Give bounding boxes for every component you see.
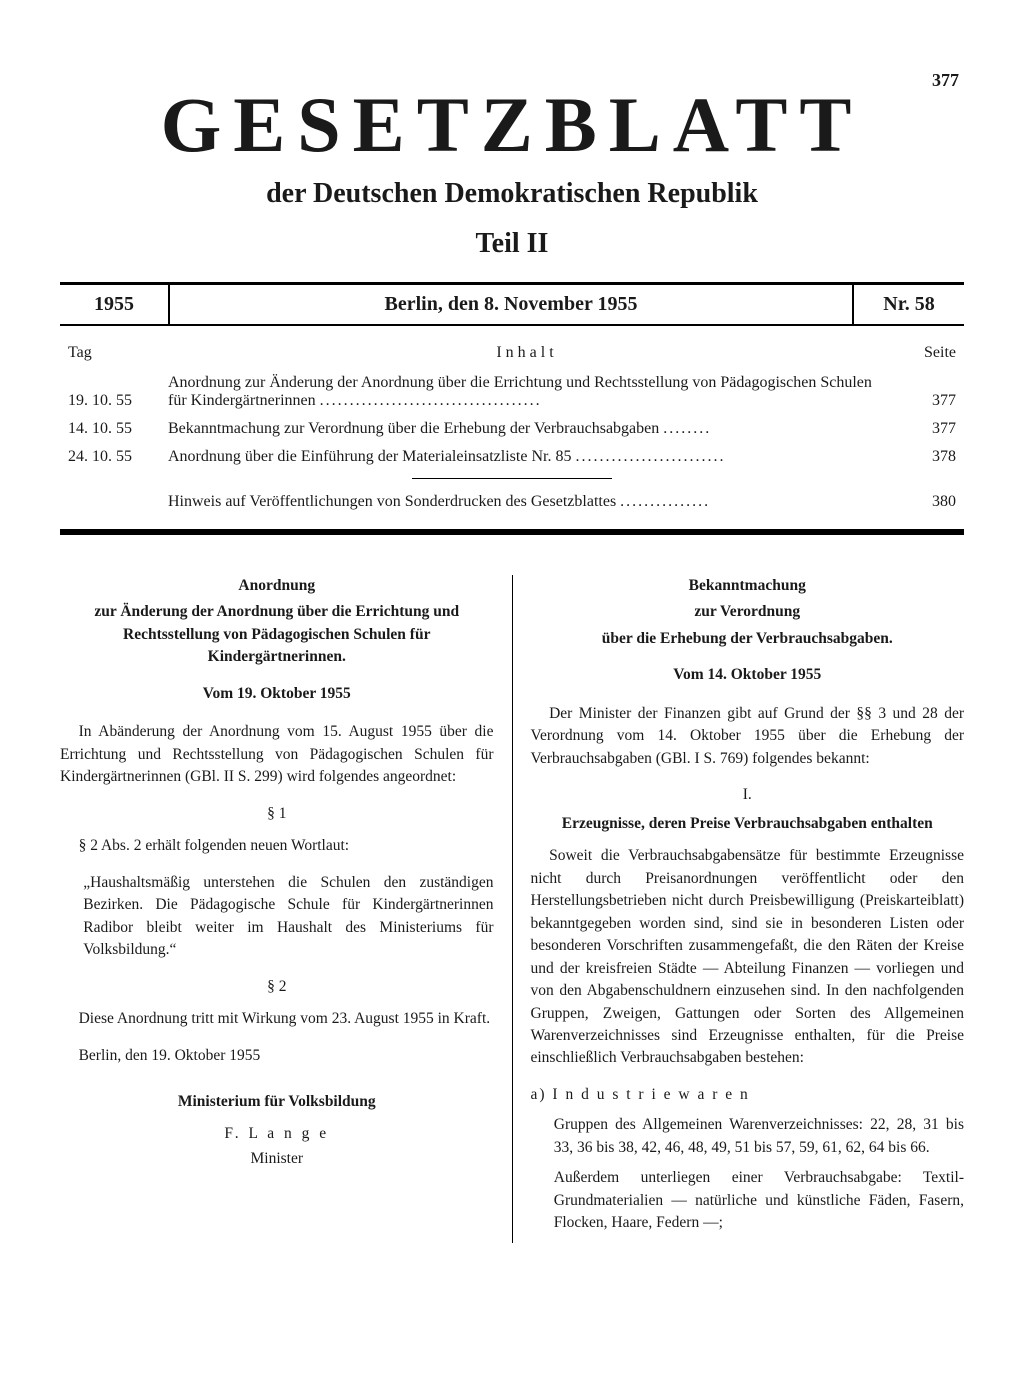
toc-page: 378 (886, 448, 956, 466)
left-date: Vom 19. Oktober 1955 (60, 683, 494, 705)
section-2-text: Diese Anordnung tritt mit Wirkung vom 23… (60, 1008, 494, 1030)
right-title-3: über die Erhebung der Verbrauchsabgaben. (531, 628, 965, 650)
toc-row: 24. 10. 55 Anordnung über die Einführung… (68, 448, 956, 466)
section-1-text: § 2 Abs. 2 erhält folgenden neuen Wortla… (60, 835, 494, 857)
toc-page: 377 (886, 420, 956, 438)
right-title-2: zur Verordnung (531, 601, 965, 623)
toc-page: 377 (886, 392, 956, 410)
toc-header-date: Tag (68, 344, 168, 362)
toc-title: Bekanntmachung zur Verordnung über die E… (168, 420, 886, 438)
main-title: GESETZBLATT (60, 80, 964, 170)
toc-title: Anordnung zur Änderung der Anordnung übe… (168, 374, 886, 410)
toc-title: Anordnung über die Einführung der Materi… (168, 448, 886, 466)
left-title-2: zur Änderung der Anordnung über die Erri… (60, 601, 494, 668)
toc-title-text: Hinweis auf Veröffentlichungen von Sonde… (168, 493, 616, 510)
table-of-contents: Tag Inhalt Seite 19. 10. 55 Anordnung zu… (60, 344, 964, 511)
page-number: 377 (932, 70, 959, 91)
left-column: Anordnung zur Änderung der Anordnung übe… (60, 575, 513, 1243)
list-item-a-2: Außerdem unterliegen einer Verbrauchsabg… (554, 1167, 964, 1234)
toc-page: 380 (886, 493, 956, 511)
toc-dots: ........ (663, 420, 711, 437)
toc-dots: ............... (620, 493, 710, 510)
toc-title-text: Bekanntmachung zur Verordnung über die E… (168, 420, 659, 437)
ministry-name: Ministerium für Volksbildung (60, 1091, 494, 1113)
signer-name: F. L a n g e (60, 1123, 494, 1145)
toc-date: 24. 10. 55 (68, 448, 168, 466)
right-body: Soweit die Verbrauchsabgabensätze für be… (531, 845, 965, 1070)
signer-title: Minister (60, 1148, 494, 1170)
left-title-1: Anordnung (60, 575, 494, 597)
subtitle: der Deutschen Demokratischen Republik (60, 178, 964, 210)
toc-title-text: Anordnung über die Einführung der Materi… (168, 448, 571, 465)
body-columns: Anordnung zur Änderung der Anordnung übe… (60, 575, 964, 1243)
header-bar: 1955 Berlin, den 8. November 1955 Nr. 58 (60, 282, 964, 326)
toc-row: 14. 10. 55 Bekanntmachung zur Verordnung… (68, 420, 956, 438)
right-title-1: Bekanntmachung (531, 575, 965, 597)
toc-divider (412, 478, 612, 479)
toc-header: Tag Inhalt Seite (68, 344, 956, 362)
toc-row: 19. 10. 55 Anordnung zur Änderung der An… (68, 374, 956, 410)
toc-date: 14. 10. 55 (68, 420, 168, 438)
roman-1: I. (531, 784, 965, 806)
left-intro: In Abänderung der Anordnung vom 15. Augu… (60, 721, 494, 788)
part-label: Teil II (60, 228, 964, 260)
header-issue-nr: Nr. 58 (854, 285, 964, 324)
toc-title: Hinweis auf Veröffentlichungen von Sonde… (168, 493, 886, 511)
toc-dots: ......................... (575, 448, 725, 465)
thick-divider (60, 529, 964, 535)
toc-dots: ..................................... (320, 392, 542, 409)
header-date: Berlin, den 8. November 1955 (170, 285, 854, 324)
right-column: Bekanntmachung zur Verordnung über die E… (513, 575, 965, 1243)
signature-block: Ministerium für Volksbildung F. L a n g … (60, 1091, 494, 1170)
section-1-mark: § 1 (60, 803, 494, 825)
toc-date: 19. 10. 55 (68, 392, 168, 410)
toc-header-title: Inhalt (168, 344, 886, 362)
list-item-a-1: Gruppen des Allgemeinen Warenverzeichnis… (554, 1114, 964, 1159)
toc-header-page: Seite (886, 344, 956, 362)
list-item-a: a) I n d u s t r i e w a r e n (531, 1084, 965, 1106)
right-date: Vom 14. Oktober 1955 (531, 664, 965, 686)
toc-row: Hinweis auf Veröffentlichungen von Sonde… (68, 493, 956, 511)
section-1-quote: „Haushaltsmäßig unterstehen die Schulen … (83, 872, 493, 962)
section-2-mark: § 2 (60, 976, 494, 998)
left-place-date: Berlin, den 19. Oktober 1955 (60, 1045, 494, 1067)
right-subheading: Erzeugnisse, deren Preise Verbrauchsabga… (531, 813, 965, 835)
header-year: 1955 (60, 285, 170, 324)
right-intro: Der Minister der Finanzen gibt auf Grund… (531, 703, 965, 770)
